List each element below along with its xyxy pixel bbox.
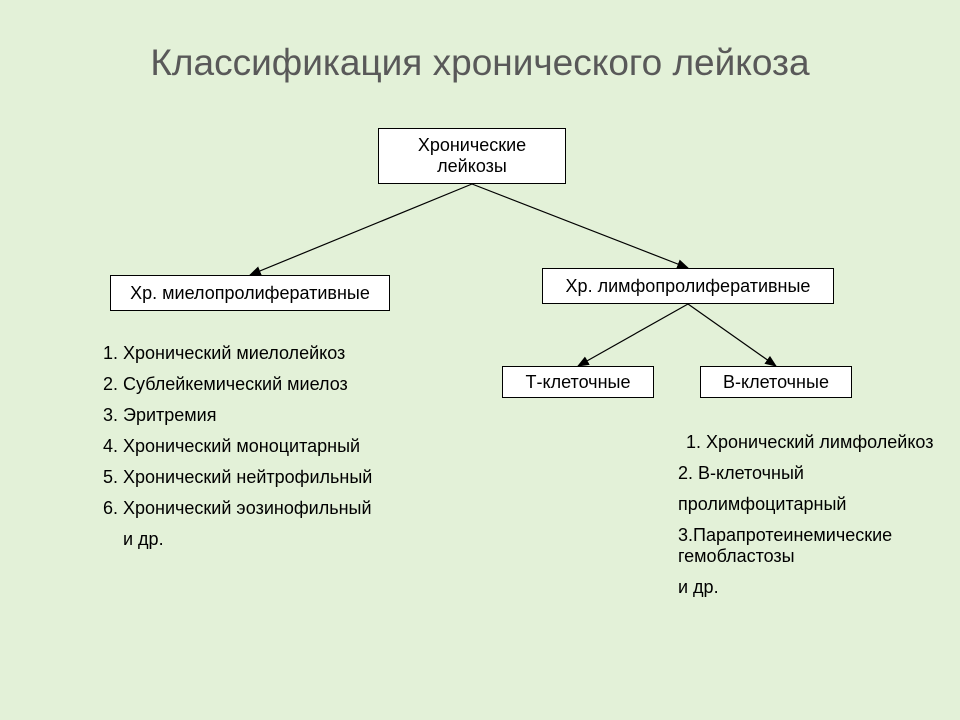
myelo-list-item: Эритремия xyxy=(123,405,455,426)
node-root: Хронические лейкозы xyxy=(378,128,566,184)
node-t-cell: Т-клеточные xyxy=(502,366,654,398)
node-lymphoproliferative: Хр. лимфопролиферативные xyxy=(542,268,834,304)
node-left-label: Хр. миелопролиферативные xyxy=(130,283,370,304)
myelo-list: Хронический миелолейкоз Сублейкемический … xyxy=(95,343,455,550)
node-right-label: Хр. лимфопролиферативные xyxy=(566,276,811,297)
myelo-list-item: Сублейкемический миелоз xyxy=(123,374,455,395)
lympho-list-extra: и др. xyxy=(678,577,938,598)
myelo-list-item: Хронический моноцитарный xyxy=(123,436,455,457)
myelo-list-item: Хронический эозинофильный xyxy=(123,498,455,519)
node-tcell-label: Т-клеточные xyxy=(526,372,631,393)
lympho-list: Хронический лимфолейкоз 2. В-клеточный про… xyxy=(678,432,938,608)
node-root-label: Хронические лейкозы xyxy=(389,135,555,177)
myelo-list-tail: и др. xyxy=(123,529,455,550)
lympho-list-item: Хронический лимфолейкоз xyxy=(706,432,938,453)
myelo-list-item: Хронический миелолейкоз xyxy=(123,343,455,364)
lympho-list-extra: 3.Парапротеинемические гемобластозы xyxy=(678,525,938,567)
lympho-list-extra: 2. В-клеточный xyxy=(678,463,938,484)
lympho-list-extra: пролимфоцитарный xyxy=(678,494,938,515)
node-b-cell: В-клеточные xyxy=(700,366,852,398)
node-myeloproliferative: Хр. миелопролиферативные xyxy=(110,275,390,311)
slide-title: Классификация хронического лейкоза xyxy=(0,42,960,84)
myelo-list-item: Хронический нейтрофильный xyxy=(123,467,455,488)
node-bcell-label: В-клеточные xyxy=(723,372,829,393)
slide-background: Классификация хронического лейкоза Хрони… xyxy=(0,0,960,720)
